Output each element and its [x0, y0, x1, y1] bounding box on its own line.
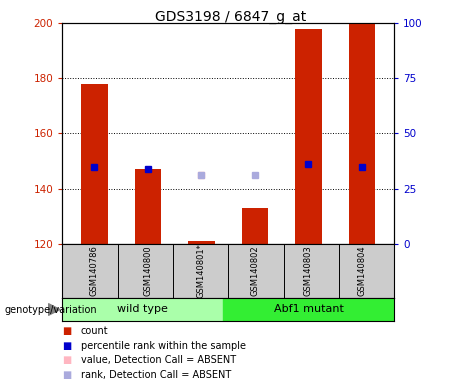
Text: ■: ■ — [62, 370, 71, 380]
Text: count: count — [81, 326, 108, 336]
Bar — [242, 208, 268, 244]
Text: GSM140800: GSM140800 — [143, 245, 153, 296]
Bar — [62, 298, 223, 321]
Bar — [295, 28, 322, 244]
Text: genotype/variation: genotype/variation — [5, 305, 97, 315]
Text: GSM140802: GSM140802 — [250, 245, 260, 296]
Text: Abf1 mutant: Abf1 mutant — [273, 304, 343, 314]
Text: percentile rank within the sample: percentile rank within the sample — [81, 341, 246, 351]
Text: GSM140803: GSM140803 — [304, 245, 313, 296]
Bar — [135, 169, 161, 244]
Text: rank, Detection Call = ABSENT: rank, Detection Call = ABSENT — [81, 370, 231, 380]
Text: GSM140804: GSM140804 — [358, 245, 366, 296]
Polygon shape — [48, 304, 60, 315]
Bar — [349, 23, 375, 244]
Bar — [81, 84, 108, 244]
Bar — [223, 298, 394, 321]
Text: GDS3198 / 6847_g_at: GDS3198 / 6847_g_at — [155, 10, 306, 23]
Text: wild type: wild type — [117, 304, 168, 314]
Text: ■: ■ — [62, 326, 71, 336]
Text: GSM140786: GSM140786 — [90, 245, 99, 296]
Text: ■: ■ — [62, 341, 71, 351]
Text: GSM140801*: GSM140801* — [197, 243, 206, 298]
Bar — [188, 241, 215, 244]
Text: value, Detection Call = ABSENT: value, Detection Call = ABSENT — [81, 355, 236, 365]
Text: ■: ■ — [62, 355, 71, 365]
